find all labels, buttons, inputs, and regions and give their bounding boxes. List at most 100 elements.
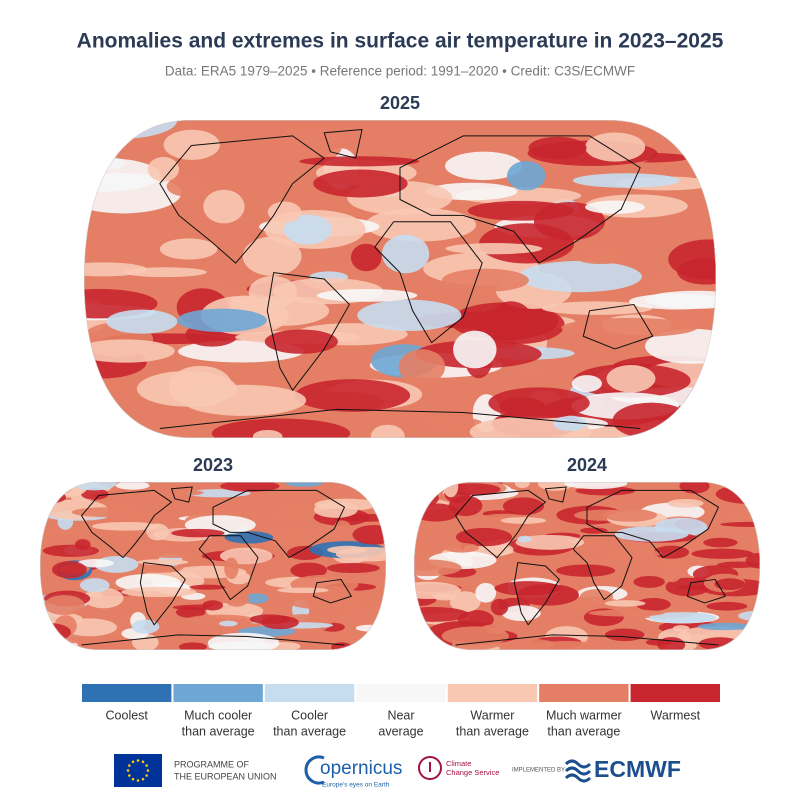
map-layer: [40, 482, 386, 650]
anomaly-region: [432, 593, 457, 601]
anomaly-region: [561, 317, 698, 338]
maps: [40, 120, 760, 650]
anomaly-region: [123, 544, 169, 551]
eu-text: THE EUROPEAN UNION: [174, 771, 277, 781]
coastline: [199, 536, 258, 600]
anomaly-region: [224, 531, 274, 544]
anomaly-region: [177, 308, 267, 333]
legend-label: Warmest: [651, 708, 701, 722]
anomaly-region: [602, 508, 658, 522]
ecmwf-text: ECMWF: [594, 756, 681, 782]
anomaly-region: [657, 637, 686, 650]
legend-swatch: [264, 684, 355, 702]
anomaly-region: [649, 612, 716, 624]
anomaly-region: [203, 189, 245, 224]
anomaly-region: [691, 548, 754, 559]
anomaly-region: [552, 415, 587, 431]
anomaly-region: [467, 200, 575, 221]
coastline: [324, 130, 362, 159]
anomaly-region: [147, 156, 180, 182]
anomaly-region: [163, 129, 220, 160]
anomaly-region: [326, 563, 380, 574]
anomaly-region: [123, 267, 207, 278]
anomaly-region: [218, 620, 238, 627]
anomaly-region: [444, 483, 501, 496]
coastline: [82, 490, 172, 557]
anomaly-region: [449, 591, 481, 613]
eu-star: [145, 774, 148, 777]
anomaly-region: [490, 598, 509, 616]
anomaly-region: [77, 559, 114, 568]
anomaly-region: [572, 173, 680, 188]
map-label: 2024: [567, 455, 607, 475]
anomaly-region: [277, 126, 343, 164]
anomaly-region: [541, 301, 653, 315]
map: [84, 120, 716, 438]
anomaly-region: [136, 559, 189, 566]
map-outline: [84, 120, 716, 438]
map-layer: [84, 120, 716, 438]
coastline: [160, 409, 640, 428]
anomaly-region: [421, 417, 482, 428]
legend-label: Cooler: [291, 708, 328, 722]
anomaly-region: [202, 600, 224, 611]
legend-label: than average: [456, 724, 529, 738]
coastline: [545, 487, 566, 502]
eu-star: [136, 779, 140, 782]
anomaly-region: [507, 160, 546, 191]
anomaly-region: [224, 557, 239, 580]
eu-logo: PROGRAMME OF THE EUROPEAN UNION: [114, 754, 277, 787]
anomaly-region: [441, 268, 529, 292]
anomaly-region: [80, 488, 109, 500]
anomaly-region: [357, 299, 462, 331]
legend-swatch: [356, 684, 446, 702]
eu-text: PROGRAMME OF: [174, 759, 250, 769]
anomaly-region: [264, 329, 338, 354]
c3s-text: Change Service: [446, 768, 499, 777]
coastline: [456, 635, 719, 645]
anomaly-region: [166, 176, 206, 197]
anomaly-region: [245, 593, 269, 604]
coastline: [587, 490, 718, 557]
eu-flag: [114, 754, 162, 787]
anomaly-region: [291, 532, 324, 543]
anomaly-region: [168, 365, 233, 408]
anomaly-region: [288, 594, 356, 610]
implemented-by: IMPLEMENTED BY: [512, 768, 565, 774]
anomaly-region: [564, 482, 628, 490]
copernicus-c: [304, 755, 325, 785]
anomaly-region: [556, 564, 616, 577]
coastline: [583, 304, 653, 349]
anomaly-region: [602, 549, 662, 558]
anomaly-region: [178, 642, 207, 650]
anomaly-region: [614, 526, 689, 542]
anomaly-region: [175, 606, 206, 618]
anomaly-region: [488, 387, 590, 419]
map: [414, 482, 760, 650]
anomaly-region: [445, 243, 543, 255]
anomaly-region: [299, 156, 420, 167]
anomaly-region: [714, 578, 746, 591]
anomaly-region: [635, 598, 671, 611]
coastline: [82, 635, 345, 645]
eu-star: [145, 764, 148, 767]
anomaly-region: [294, 379, 411, 412]
copernicus-text: opernicus: [320, 758, 402, 779]
anomaly-region: [211, 418, 351, 438]
legend-label: Much cooler: [184, 708, 252, 722]
eu-star: [146, 769, 150, 772]
anomaly-region: [365, 207, 477, 242]
coastline: [313, 579, 351, 603]
anomaly-region: [171, 528, 225, 538]
anomaly-region: [74, 539, 91, 550]
anomaly-region: [224, 590, 249, 607]
anomaly-region: [502, 497, 545, 516]
coastline: [456, 490, 546, 557]
anomaly-region: [284, 482, 324, 487]
anomaly-region: [585, 200, 645, 214]
anomaly-region: [88, 591, 103, 598]
anomaly-region: [697, 622, 753, 631]
legend-label: average: [378, 724, 423, 738]
eu-star: [131, 777, 135, 781]
anomaly-region: [84, 339, 175, 363]
